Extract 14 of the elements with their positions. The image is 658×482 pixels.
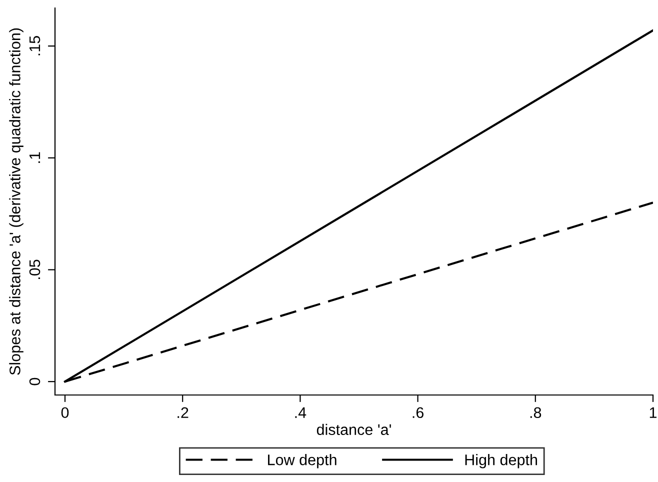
y-tick-label: .15 xyxy=(30,36,40,56)
y-axis-title: Slopes at distance 'a' (derivative quadratic function) xyxy=(9,28,24,375)
legend-label: High depth xyxy=(465,454,537,468)
y-tick-label: .1 xyxy=(30,152,40,163)
x-tick-label: 0 xyxy=(61,407,69,418)
x-axis-title: distance 'a' xyxy=(316,424,391,436)
x-tick-label: .4 xyxy=(295,407,306,418)
x-tick-label: .8 xyxy=(530,407,542,418)
x-tick-label: .2 xyxy=(178,407,188,418)
legend-label: Low depth xyxy=(268,454,336,468)
x-tick-label: .6 xyxy=(412,407,424,418)
y-tick-label: 0 xyxy=(29,378,40,386)
y-tick-label: .05 xyxy=(29,260,40,279)
x-tick-label: 1 xyxy=(650,407,657,418)
